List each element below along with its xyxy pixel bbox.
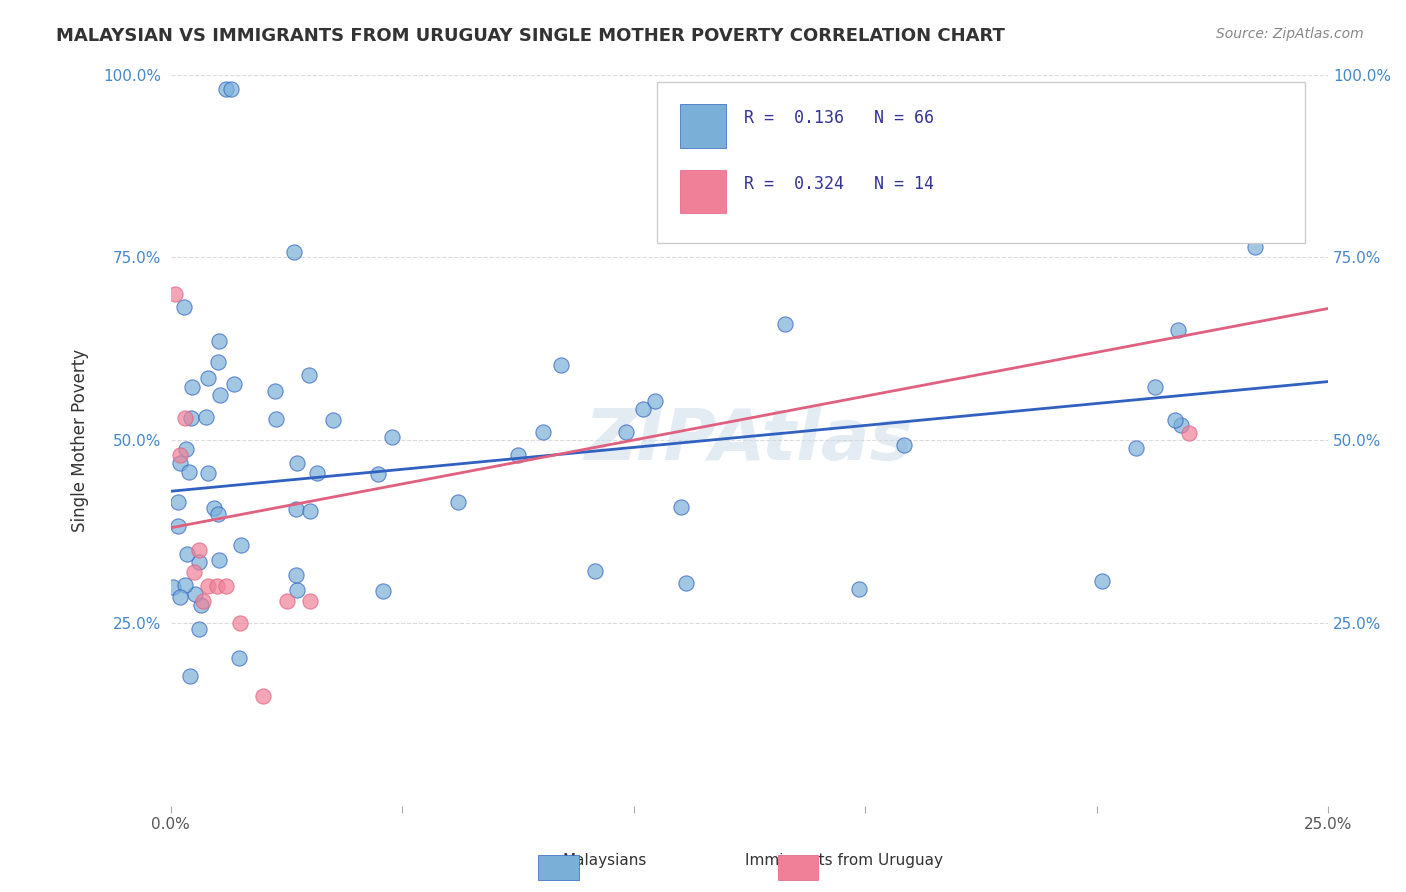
Point xyxy=(675,576,697,591)
Point xyxy=(1164,413,1187,427)
Point xyxy=(179,669,201,683)
Y-axis label: Single Mother Poverty: Single Mother Poverty xyxy=(72,349,89,532)
Point xyxy=(322,412,344,426)
Point xyxy=(167,494,190,508)
Point xyxy=(207,355,229,369)
Point xyxy=(165,286,187,301)
Point xyxy=(447,494,470,508)
Point xyxy=(193,594,215,608)
Point xyxy=(176,547,198,561)
Point xyxy=(202,500,225,515)
Point xyxy=(1260,208,1282,222)
Point xyxy=(169,448,191,462)
Point xyxy=(197,579,219,593)
Bar xyxy=(681,103,727,148)
Point xyxy=(209,388,232,402)
Point xyxy=(1244,240,1267,254)
Point xyxy=(197,467,219,481)
Point xyxy=(1178,425,1201,440)
Point xyxy=(184,587,207,601)
Point xyxy=(188,623,211,637)
Text: ZIPAtlas: ZIPAtlas xyxy=(585,406,914,475)
Point xyxy=(285,457,308,471)
Point xyxy=(208,552,231,566)
Point xyxy=(1143,380,1166,394)
Point xyxy=(173,411,195,425)
Text: Source: ZipAtlas.com: Source: ZipAtlas.com xyxy=(1216,27,1364,41)
Point xyxy=(167,519,190,533)
Bar xyxy=(681,169,727,213)
Point xyxy=(197,370,219,384)
Point xyxy=(1167,323,1189,337)
Point xyxy=(205,579,228,593)
Point xyxy=(893,438,915,452)
Point xyxy=(169,456,191,470)
Point xyxy=(252,689,274,703)
Point xyxy=(298,594,321,608)
Point xyxy=(381,430,404,444)
Point xyxy=(307,467,329,481)
Point xyxy=(550,359,572,373)
Point xyxy=(179,465,201,479)
Point xyxy=(264,384,287,398)
Point xyxy=(229,538,252,552)
Point xyxy=(631,402,654,417)
Point xyxy=(285,501,308,516)
Point xyxy=(207,334,229,348)
Point xyxy=(207,508,229,522)
Point xyxy=(229,615,252,630)
Point xyxy=(187,555,209,569)
Point xyxy=(215,579,238,593)
Text: R =  0.136   N = 66: R = 0.136 N = 66 xyxy=(744,110,934,128)
Point xyxy=(174,578,197,592)
Point xyxy=(264,411,287,425)
Point xyxy=(183,565,205,579)
Point xyxy=(773,317,796,331)
Point xyxy=(228,651,250,665)
Point xyxy=(531,425,554,439)
Point xyxy=(583,564,606,578)
Point xyxy=(187,542,209,557)
Text: Immigrants from Uruguay: Immigrants from Uruguay xyxy=(745,854,942,868)
Point xyxy=(508,448,530,462)
Point xyxy=(190,598,212,612)
Point xyxy=(671,500,693,515)
Point xyxy=(287,583,309,598)
Point xyxy=(169,590,191,604)
Point xyxy=(194,410,217,425)
Point xyxy=(215,82,238,96)
Point xyxy=(644,394,666,409)
Point xyxy=(371,583,394,598)
Point xyxy=(285,567,308,582)
Point xyxy=(848,582,870,597)
Point xyxy=(297,368,319,382)
FancyBboxPatch shape xyxy=(657,82,1305,243)
Text: MALAYSIAN VS IMMIGRANTS FROM URUGUAY SINGLE MOTHER POVERTY CORRELATION CHART: MALAYSIAN VS IMMIGRANTS FROM URUGUAY SIN… xyxy=(56,27,1005,45)
Point xyxy=(276,594,298,608)
Text: R =  0.324   N = 14: R = 0.324 N = 14 xyxy=(744,175,934,194)
Point xyxy=(1170,417,1192,432)
Point xyxy=(614,425,637,440)
Point xyxy=(283,244,305,259)
Point xyxy=(1125,441,1147,455)
Point xyxy=(180,411,202,425)
Point xyxy=(173,300,195,314)
Point xyxy=(367,467,389,481)
Point xyxy=(299,504,322,518)
Point xyxy=(219,82,242,96)
Point xyxy=(162,580,184,594)
Point xyxy=(1090,574,1112,588)
Text: Malaysians: Malaysians xyxy=(562,854,647,868)
Point xyxy=(224,377,246,392)
Point xyxy=(181,380,204,394)
Point xyxy=(176,442,198,456)
